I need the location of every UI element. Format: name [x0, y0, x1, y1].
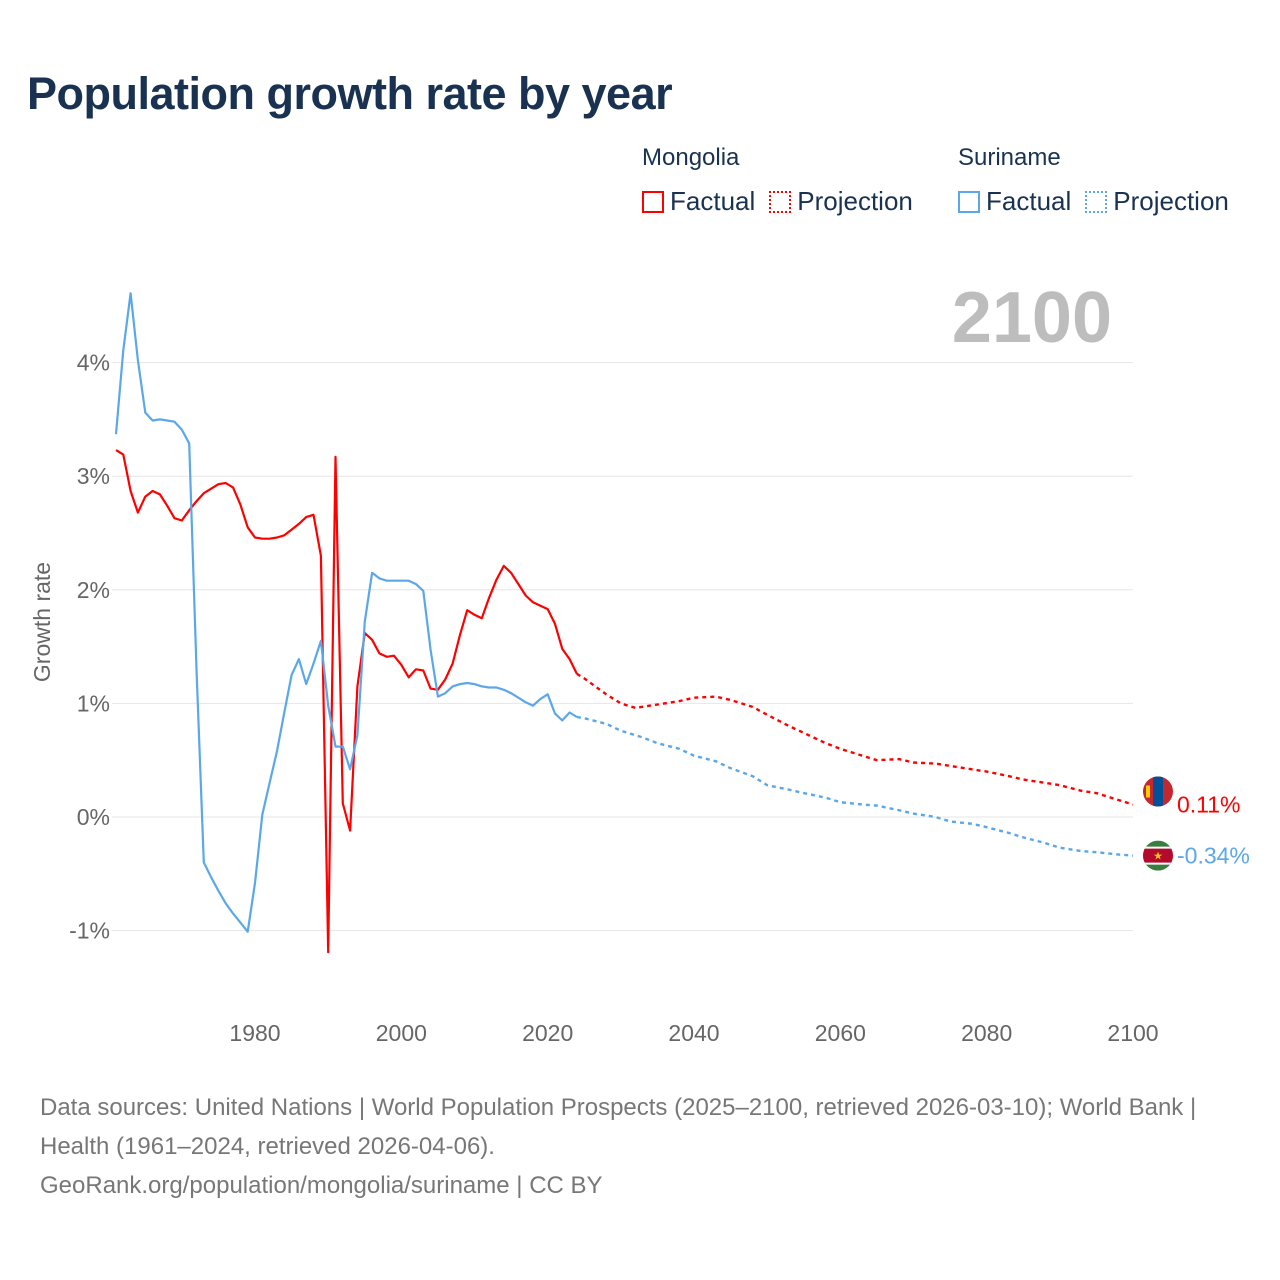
legend-suriname: Factual Projection	[958, 186, 1229, 217]
legend-group-mongolia: Mongolia	[642, 144, 740, 171]
y-tick-label: 3%	[77, 463, 110, 489]
data-sources: Data sources: United Nations | World Pop…	[40, 1094, 1197, 1160]
legend-mongolia-projection[interactable]: Projection	[769, 186, 913, 217]
x-tick-label: 2100	[1107, 1020, 1158, 1046]
mongolia-end-value-label: 0.11%	[1177, 792, 1241, 818]
legend-group-suriname: Suriname	[958, 144, 1061, 171]
mongolia-flag-icon	[1143, 776, 1173, 807]
x-tick-label: 1980	[229, 1020, 280, 1046]
legend-swatch-solid	[642, 190, 664, 213]
legend-label: Projection	[1113, 186, 1229, 216]
legend-suriname-factual[interactable]: Factual	[958, 186, 1071, 217]
x-tick-label: 2040	[668, 1020, 719, 1046]
legend-swatch-dotted	[1085, 190, 1108, 213]
legend-mongolia-factual[interactable]: Factual	[642, 186, 755, 217]
mongolia-factual-line	[115, 449, 578, 954]
footer: Data sources: United Nations | World Pop…	[40, 1088, 1240, 1205]
suriname-projection-line	[576, 715, 1134, 857]
current-year-label: 2100	[952, 278, 1112, 358]
x-tick-label: 2080	[961, 1020, 1012, 1046]
y-tick-label: 4%	[77, 350, 110, 376]
suriname-factual-line	[114, 292, 578, 933]
mongolia-projection-line	[576, 672, 1134, 806]
y-axis-label: Growth rate	[29, 562, 55, 682]
legend-label: Factual	[986, 186, 1072, 216]
y-tick-label: -1%	[69, 918, 110, 944]
svg-text:★: ★	[1153, 851, 1163, 863]
y-tick-label: 2%	[77, 577, 110, 603]
legend-label: Factual	[670, 186, 756, 216]
suriname-end-value-label: -0.34%	[1177, 843, 1250, 869]
y-tick-label: 0%	[77, 804, 110, 830]
y-tick-label: 1%	[77, 690, 110, 716]
legend-swatch-dotted	[769, 190, 792, 213]
x-tick-label: 2060	[815, 1020, 866, 1046]
legend-mongolia: Factual Projection	[642, 186, 913, 217]
legend-suriname-projection[interactable]: Projection	[1085, 186, 1229, 217]
x-tick-label: 2020	[522, 1020, 573, 1046]
legend-label: Projection	[797, 186, 913, 216]
legend-swatch-solid	[958, 190, 980, 213]
attribution-link[interactable]: GeoRank.org/population/mongolia/suriname…	[40, 1172, 603, 1199]
suriname-flag-icon: ★	[1143, 840, 1173, 871]
chart-title: Population growth rate by year	[27, 68, 673, 119]
x-tick-label: 2000	[376, 1020, 427, 1046]
